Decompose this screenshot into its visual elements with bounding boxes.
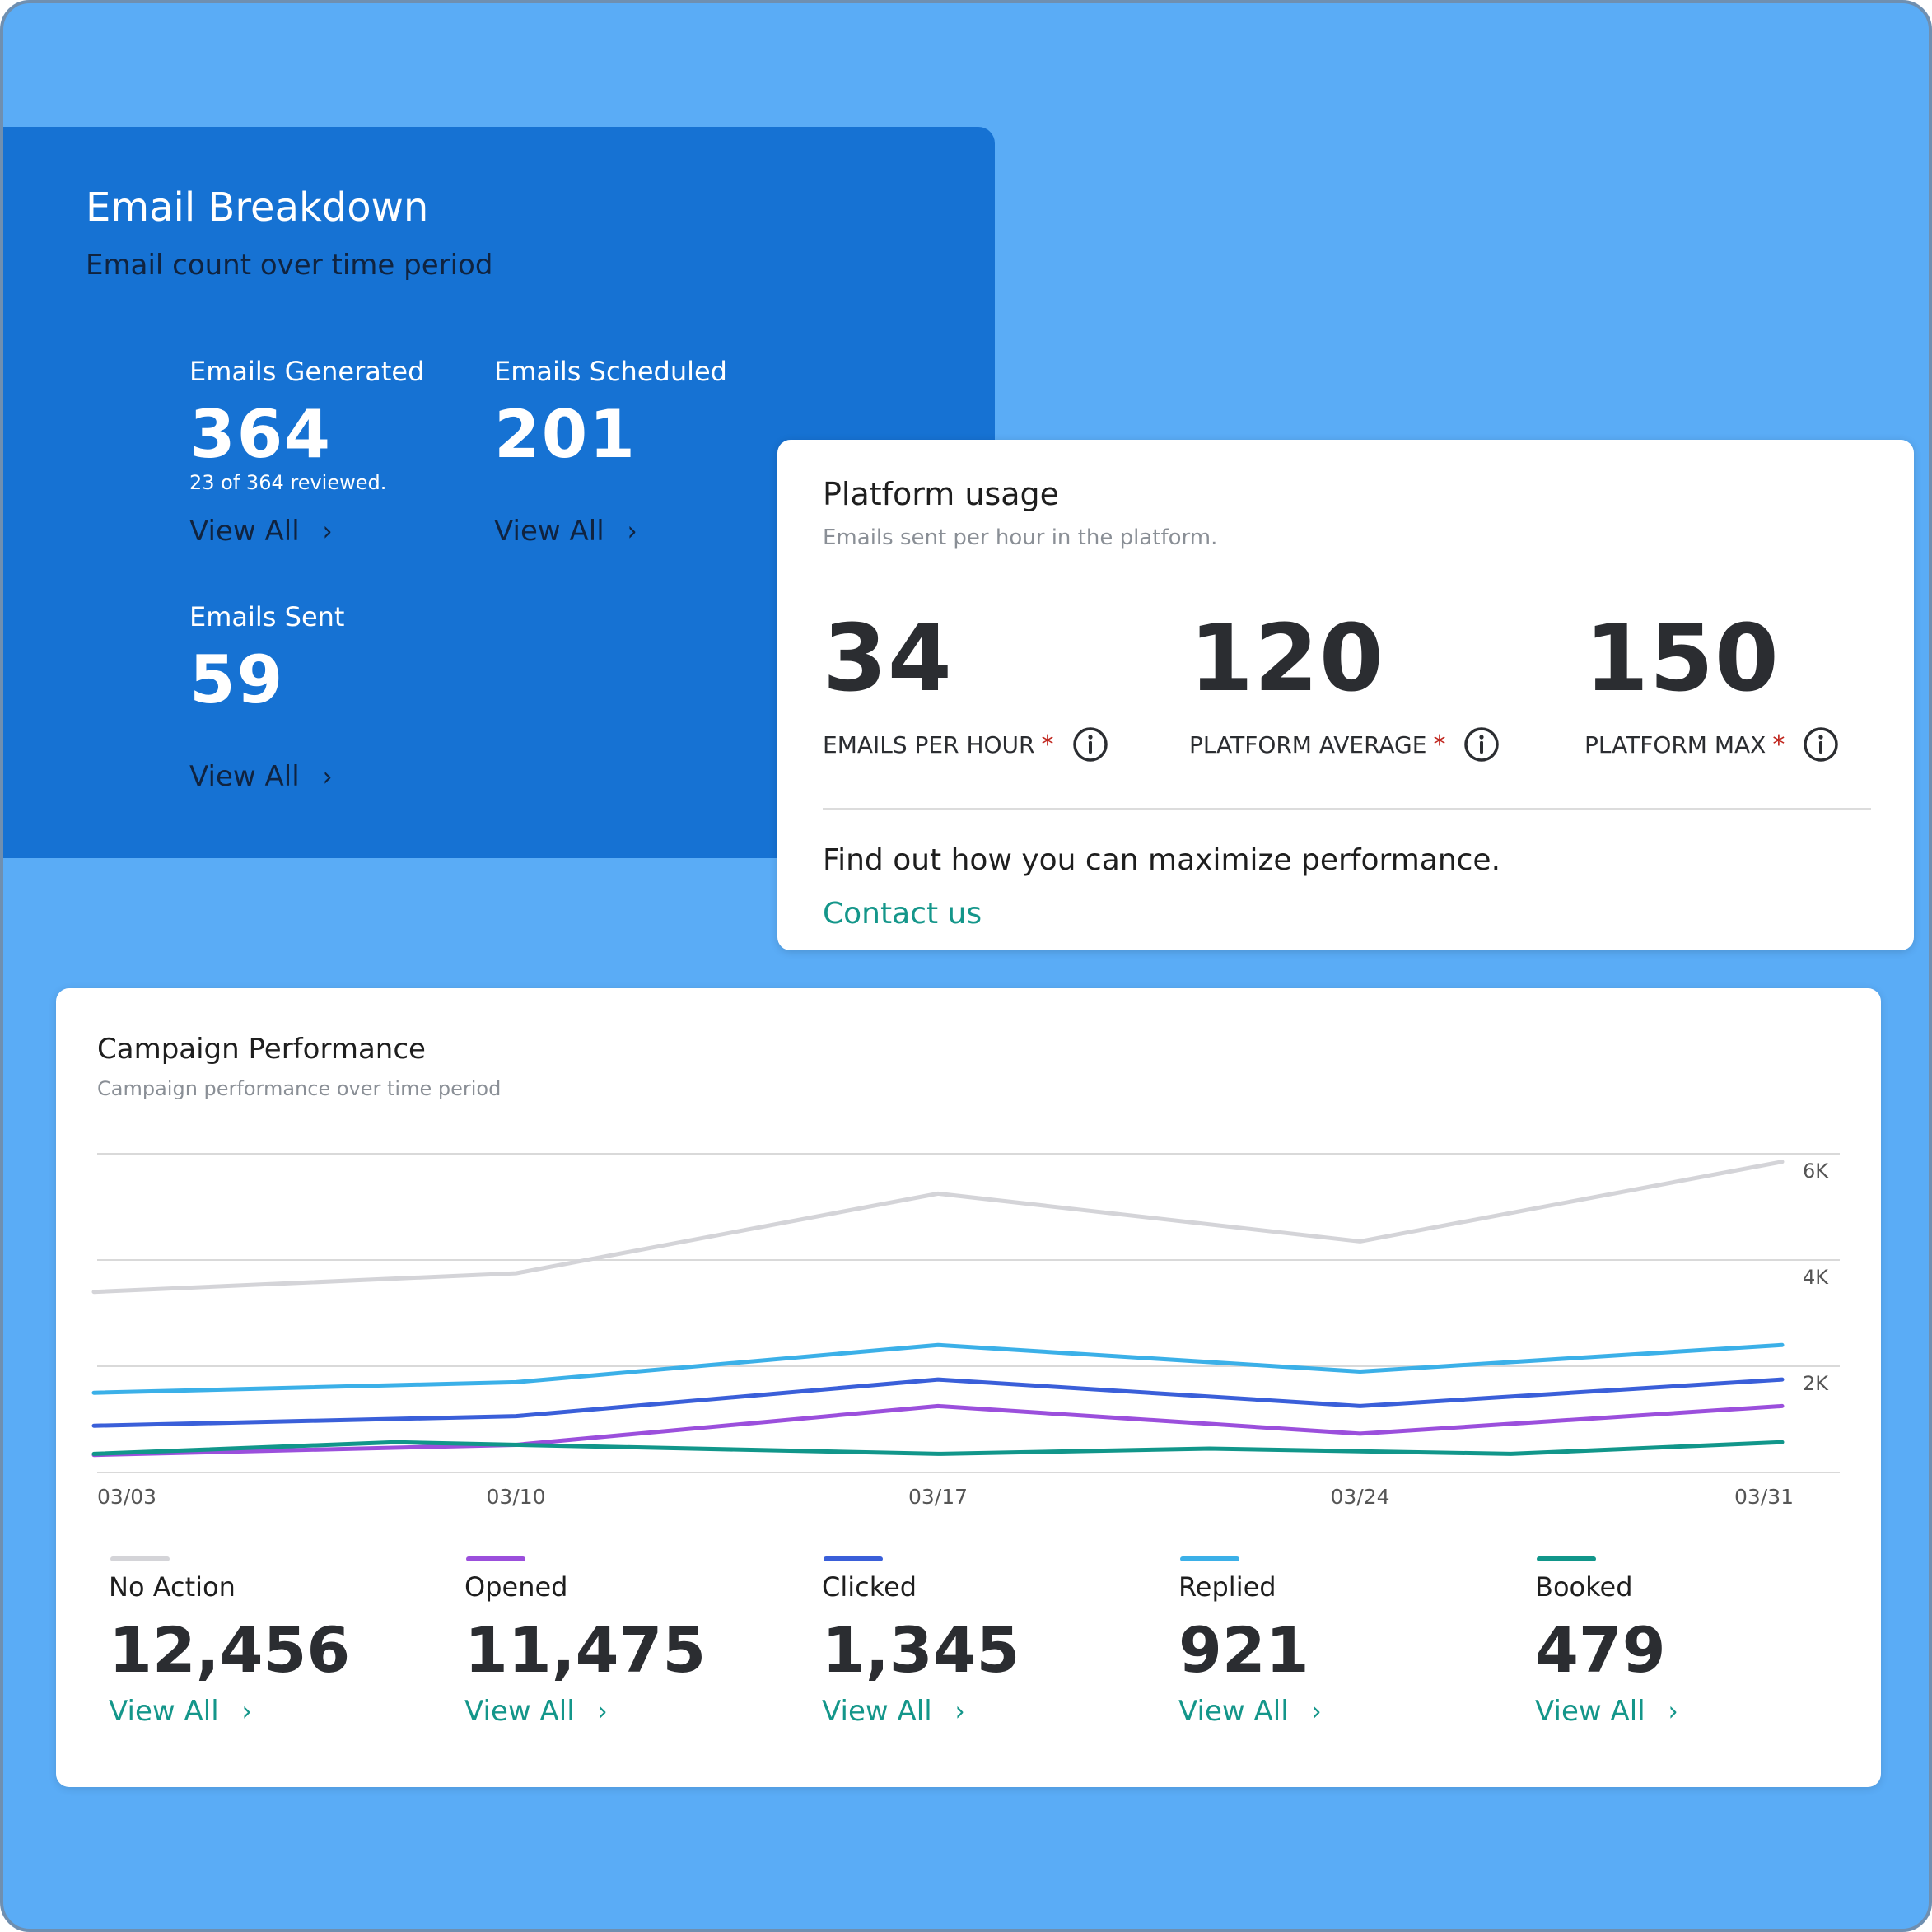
stat-value: 59 [189, 642, 285, 718]
legend-clicked: Clicked 1,345 View All › [822, 1556, 1020, 1728]
view-all-no-action-link[interactable]: View All › [109, 1695, 350, 1728]
stat-label: Emails Generated [189, 356, 425, 387]
x-tick-label: 03/03 [97, 1485, 156, 1509]
view-all-label: View All [189, 760, 300, 793]
performance-cta-text: Find out how you can maximize performanc… [823, 843, 1501, 877]
metric-platform-max: 150 PLATFORM MAX * [1584, 613, 1839, 763]
metric-label: PLATFORM AVERAGE [1189, 730, 1427, 758]
required-asterisk: * [1433, 730, 1446, 759]
chevron-right-icon: › [241, 1695, 252, 1728]
legend-label: Replied [1178, 1571, 1276, 1603]
view-all-label: View All [1178, 1695, 1289, 1728]
stat-value: 201 [494, 396, 637, 473]
series-line-booked [91, 1440, 1785, 1456]
stat-value: 364 [189, 396, 332, 473]
y-tick-label: 4K [1803, 1266, 1829, 1289]
legend-replied: Replied 921 View All › [1178, 1556, 1322, 1728]
view-all-booked-link[interactable]: View All › [1535, 1695, 1678, 1728]
chevron-right-icon: › [1668, 1695, 1678, 1728]
metric-value: 120 [1189, 605, 1384, 712]
info-icon[interactable] [1803, 726, 1839, 763]
metric-label: EMAILS PER HOUR [823, 730, 1035, 758]
metric-emails-per-hour: 34 EMAILS PER HOUR * [823, 613, 1108, 763]
email-breakdown-title: Email Breakdown [86, 184, 429, 231]
view-all-replied-link[interactable]: View All › [1178, 1695, 1322, 1728]
required-asterisk: * [1041, 730, 1054, 759]
x-tick-label: 03/31 [1734, 1485, 1794, 1509]
campaign-line-chart: 2K 4K 6K 03/03 03/10 03/17 03/24 03/31 [91, 1153, 1840, 1509]
legend-swatch [1180, 1556, 1239, 1561]
view-all-generated-link[interactable]: View All › [189, 515, 333, 548]
contact-us-link[interactable]: Contact us [823, 897, 982, 931]
campaign-performance-title: Campaign Performance [97, 1033, 426, 1066]
stat-emails-generated: Emails Generated 364 23 of 364 reviewed.… [189, 356, 425, 548]
legend-label: Booked [1535, 1571, 1633, 1603]
legend-value: 479 [1535, 1613, 1666, 1687]
view-all-opened-link[interactable]: View All › [464, 1695, 706, 1728]
platform-usage-subtitle: Emails sent per hour in the platform. [823, 525, 1218, 550]
chevron-right-icon: › [954, 1695, 965, 1728]
info-icon[interactable] [1072, 726, 1108, 763]
view-all-clicked-link[interactable]: View All › [822, 1695, 1020, 1728]
series-line-no-action [91, 1160, 1785, 1295]
chevron-right-icon: › [322, 515, 333, 548]
info-icon[interactable] [1463, 726, 1500, 763]
legend-value: 12,456 [109, 1613, 351, 1687]
view-all-label: View All [109, 1695, 219, 1728]
legend-swatch [1537, 1556, 1596, 1561]
view-all-label: View All [464, 1695, 575, 1728]
campaign-performance-card: Campaign Performance Campaign performanc… [56, 988, 1881, 1787]
legend-value: 1,345 [822, 1613, 1020, 1687]
legend-opened: Opened 11,475 View All › [464, 1556, 706, 1728]
metric-value: 34 [823, 605, 953, 712]
legend-label: No Action [109, 1571, 236, 1603]
campaign-performance-subtitle: Campaign performance over time period [97, 1077, 502, 1100]
view-all-sent-link[interactable]: View All › [189, 760, 333, 793]
stat-label: Emails Scheduled [494, 356, 727, 387]
stat-label: Emails Sent [189, 601, 345, 632]
series-line-clicked [91, 1377, 1785, 1428]
chevron-right-icon: › [1311, 1695, 1322, 1728]
legend-value: 921 [1178, 1613, 1309, 1687]
email-breakdown-subtitle: Email count over time period [86, 249, 493, 282]
stat-emails-scheduled: Emails Scheduled 201 View All › [494, 356, 727, 548]
view-all-label: View All [189, 515, 300, 548]
metric-platform-average: 120 PLATFORM AVERAGE * [1189, 613, 1500, 763]
x-tick-label: 03/17 [908, 1485, 968, 1509]
view-all-label: View All [822, 1695, 932, 1728]
chevron-right-icon: › [627, 515, 637, 548]
divider [823, 808, 1871, 810]
legend-label: Opened [464, 1571, 568, 1603]
legend-label: Clicked [822, 1571, 917, 1603]
x-tick-label: 03/10 [486, 1485, 545, 1509]
legend-swatch [824, 1556, 883, 1561]
required-asterisk: * [1772, 730, 1785, 759]
y-tick-label: 6K [1803, 1160, 1829, 1183]
stat-note: 23 of 364 reviewed. [189, 471, 387, 494]
legend-swatch [110, 1556, 170, 1561]
platform-usage-card: Platform usage Emails sent per hour in t… [777, 440, 1914, 950]
metric-value: 150 [1584, 605, 1780, 712]
metric-label: PLATFORM MAX [1584, 730, 1766, 758]
series-line-replied [91, 1342, 1785, 1395]
stat-emails-sent: Emails Sent 59 View All › [189, 601, 345, 793]
legend-booked: Booked 479 View All › [1535, 1556, 1678, 1728]
view-all-label: View All [494, 515, 604, 548]
legend-no-action: No Action 12,456 View All › [109, 1556, 350, 1728]
series-line-opened [91, 1403, 1785, 1458]
x-tick-label: 03/24 [1330, 1485, 1389, 1509]
chevron-right-icon: › [597, 1695, 608, 1728]
legend-value: 11,475 [464, 1613, 707, 1687]
chevron-right-icon: › [322, 760, 333, 793]
y-tick-label: 2K [1803, 1372, 1829, 1395]
legend-swatch [466, 1556, 525, 1561]
platform-usage-title: Platform usage [823, 476, 1060, 512]
view-all-label: View All [1535, 1695, 1645, 1728]
view-all-scheduled-link[interactable]: View All › [494, 515, 637, 548]
